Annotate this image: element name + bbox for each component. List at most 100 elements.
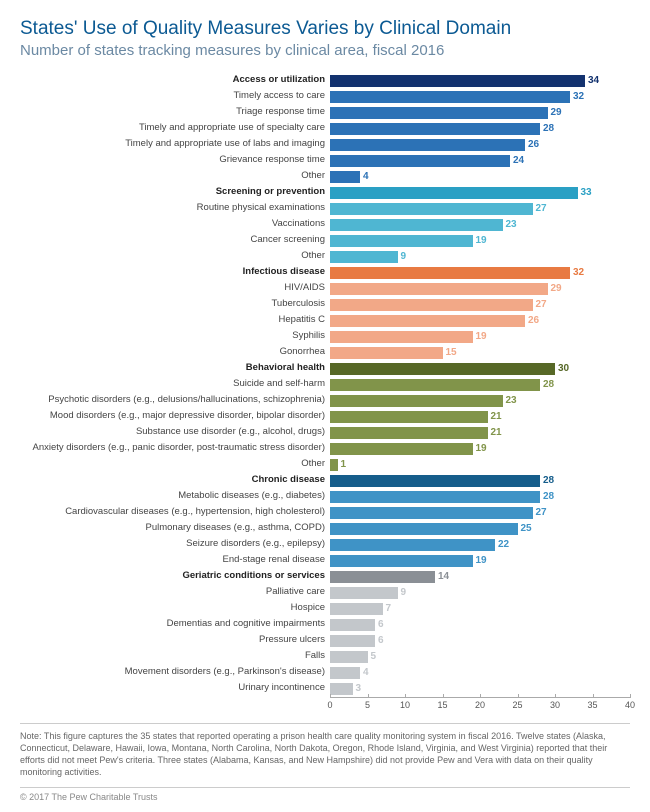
bar-area: 5 [330,650,630,663]
row-label: Substance use disorder (e.g., alcohol, d… [20,427,330,437]
chart-group-header: Screening or prevention 33 [20,185,630,200]
bar [330,171,360,183]
bar [330,379,540,391]
bar-area: 27 [330,202,630,215]
bar [330,267,570,279]
bar [330,459,338,471]
chart-row: Urinary incontinence3 [20,681,630,696]
bar [330,603,383,615]
row-label: Metabolic diseases (e.g., diabetes) [20,491,330,501]
row-label: Hepatitis C [20,315,330,325]
chart-subtitle: Number of states tracking measures by cl… [20,42,630,59]
bar-area: 29 [330,106,630,119]
bar [330,155,510,167]
bar [330,491,540,503]
value-label: 33 [581,187,592,198]
row-label: Movement disorders (e.g., Parkinson's di… [20,667,330,677]
value-label: 19 [476,555,487,566]
bar-area: 30 [330,362,630,375]
x-axis: 0510152025303540 [330,697,630,715]
row-label: Cancer screening [20,235,330,245]
bar [330,427,488,439]
axis-tick-label: 5 [365,700,370,710]
value-label: 21 [491,411,502,422]
row-label: Mood disorders (e.g., major depressive d… [20,411,330,421]
value-label: 19 [476,331,487,342]
bar-area: 14 [330,570,630,583]
chart-row: Other4 [20,169,630,184]
bar [330,107,548,119]
row-label: Other [20,251,330,261]
chart-row: Timely and appropriate use of labs and i… [20,137,630,152]
value-label: 30 [558,363,569,374]
value-label: 22 [498,539,509,550]
row-label: Suicide and self-harm [20,379,330,389]
chart-row: Other1 [20,457,630,472]
bar-area: 1 [330,458,630,471]
bar [330,235,473,247]
chart-row: Gonorrhea15 [20,345,630,360]
bar-area: 32 [330,266,630,279]
value-label: 19 [476,443,487,454]
bar [330,315,525,327]
bar [330,475,540,487]
bar-area: 25 [330,522,630,535]
value-label: 6 [378,619,384,630]
row-label: Other [20,171,330,181]
bar [330,203,533,215]
chart-title: States' Use of Quality Measures Varies b… [20,18,630,40]
bar [330,507,533,519]
row-label: Tuberculosis [20,299,330,309]
bar [330,411,488,423]
chart-row: Suicide and self-harm 28 [20,377,630,392]
row-label: Hospice [20,603,330,613]
bar [330,75,585,87]
chart-row: Cardiovascular diseases (e.g., hypertens… [20,505,630,520]
bar-area: 28 [330,378,630,391]
chart-row: Dementias and cognitive impairments 6 [20,617,630,632]
row-label: Cardiovascular diseases (e.g., hypertens… [20,507,330,517]
row-label: Screening or prevention [20,187,330,197]
value-label: 28 [543,379,554,390]
bar [330,299,533,311]
row-label: Dementias and cognitive impairments [20,619,330,629]
bar-area: 21 [330,410,630,423]
chart-row: Pulmonary diseases (e.g., asthma, COPD)2… [20,521,630,536]
bar [330,251,398,263]
bar [330,123,540,135]
bar-area: 32 [330,90,630,103]
bar-area: 9 [330,586,630,599]
row-label: Anxiety disorders (e.g., panic disorder,… [20,443,330,453]
bar [330,651,368,663]
value-label: 23 [506,395,517,406]
value-label: 14 [438,571,449,582]
value-label: 26 [528,139,539,150]
axis-tick-label: 30 [550,700,560,710]
chart-row: Psychotic disorders (e.g., delusions/hal… [20,393,630,408]
row-label: Pressure ulcers [20,635,330,645]
bar-area: 27 [330,298,630,311]
value-label: 4 [363,667,369,678]
bar-area: 19 [330,330,630,343]
chart-row: End-stage renal disease19 [20,553,630,568]
row-label: Triage response time [20,107,330,117]
value-label: 15 [446,347,457,358]
bar [330,683,353,695]
bar-area: 28 [330,474,630,487]
bar-area: 21 [330,426,630,439]
bar-area: 23 [330,394,630,407]
bar-area: 15 [330,346,630,359]
bar [330,443,473,455]
row-label: Access or utilization [20,75,330,85]
value-label: 9 [401,251,407,262]
axis-tick-label: 15 [437,700,447,710]
chart-row: Metabolic diseases (e.g., diabetes)28 [20,489,630,504]
chart-row: HIV/AIDS29 [20,281,630,296]
row-label: Vaccinations [20,219,330,229]
chart-row: Seizure disorders (e.g., epilepsy)22 [20,537,630,552]
chart-row: Syphilis19 [20,329,630,344]
row-label: Routine physical examinations [20,203,330,213]
axis-tick-label: 25 [512,700,522,710]
chart-row: Hospice7 [20,601,630,616]
chart-group-header: Chronic disease28 [20,473,630,488]
